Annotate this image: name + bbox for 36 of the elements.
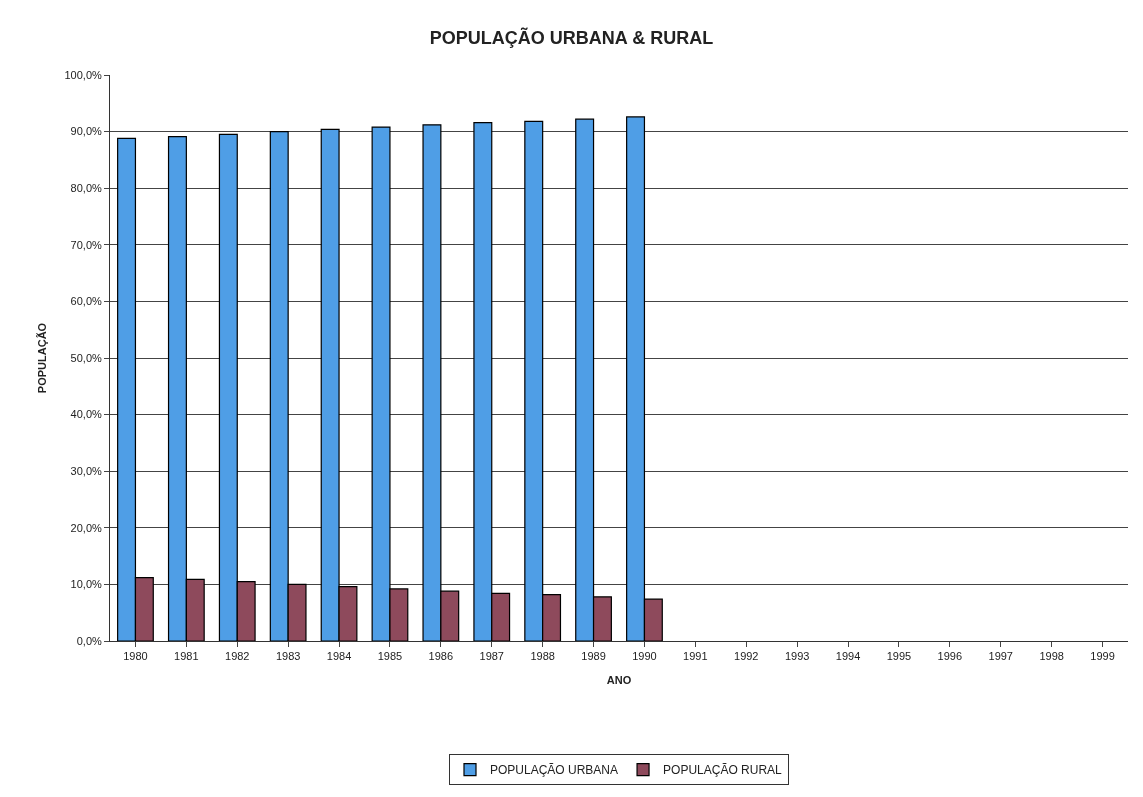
y-tick-label: 20,0% [70, 521, 103, 534]
y-tick-label: 70,0% [70, 238, 103, 251]
y-tick-label: 80,0% [70, 182, 103, 195]
x-tick-label: 1989 [581, 650, 606, 663]
x-tick-label: 1987 [479, 650, 504, 663]
x-tick-label: 1990 [632, 650, 657, 663]
y-axis-title: POPULAÇÃO [36, 322, 49, 394]
legend-label: POPULAÇÃO URBANA [490, 763, 619, 778]
y-tick-label: 90,0% [70, 125, 103, 138]
x-tick-label: 1992 [734, 650, 759, 663]
y-tick-label: 0,0% [76, 634, 103, 647]
x-tick-label: 1999 [1090, 650, 1115, 663]
x-tick-label: 1994 [835, 650, 861, 663]
x-tick-label: 1986 [428, 650, 454, 663]
x-tick-label: 1993 [784, 650, 810, 663]
x-tick-label: 1982 [225, 650, 250, 663]
chart-title: POPULAÇÃO URBANA & RURAL [429, 27, 714, 49]
x-tick-label: 1983 [275, 650, 301, 663]
x-tick-label: 1981 [174, 650, 199, 663]
legend-label: POPULAÇÃO RURAL [663, 763, 783, 778]
x-axis-title: ANO [606, 674, 632, 687]
x-tick-label: 1980 [123, 650, 148, 663]
x-tick-label: 1995 [886, 650, 912, 663]
y-tick-label: 30,0% [70, 465, 103, 478]
x-tick-label: 1985 [377, 650, 403, 663]
y-tick-label: 60,0% [70, 295, 103, 308]
y-tick-label: 100,0% [64, 68, 103, 81]
y-tick-label: 10,0% [70, 578, 103, 591]
y-tick-label: 40,0% [70, 408, 103, 421]
y-tick-label: 50,0% [70, 351, 103, 364]
x-tick-label: 1996 [937, 650, 963, 663]
x-tick-label: 1988 [530, 650, 555, 663]
x-tick-label: 1991 [683, 650, 708, 663]
x-tick-label: 1998 [1039, 650, 1064, 663]
x-tick-label: 1997 [988, 650, 1013, 663]
x-tick-label: 1984 [326, 650, 352, 663]
